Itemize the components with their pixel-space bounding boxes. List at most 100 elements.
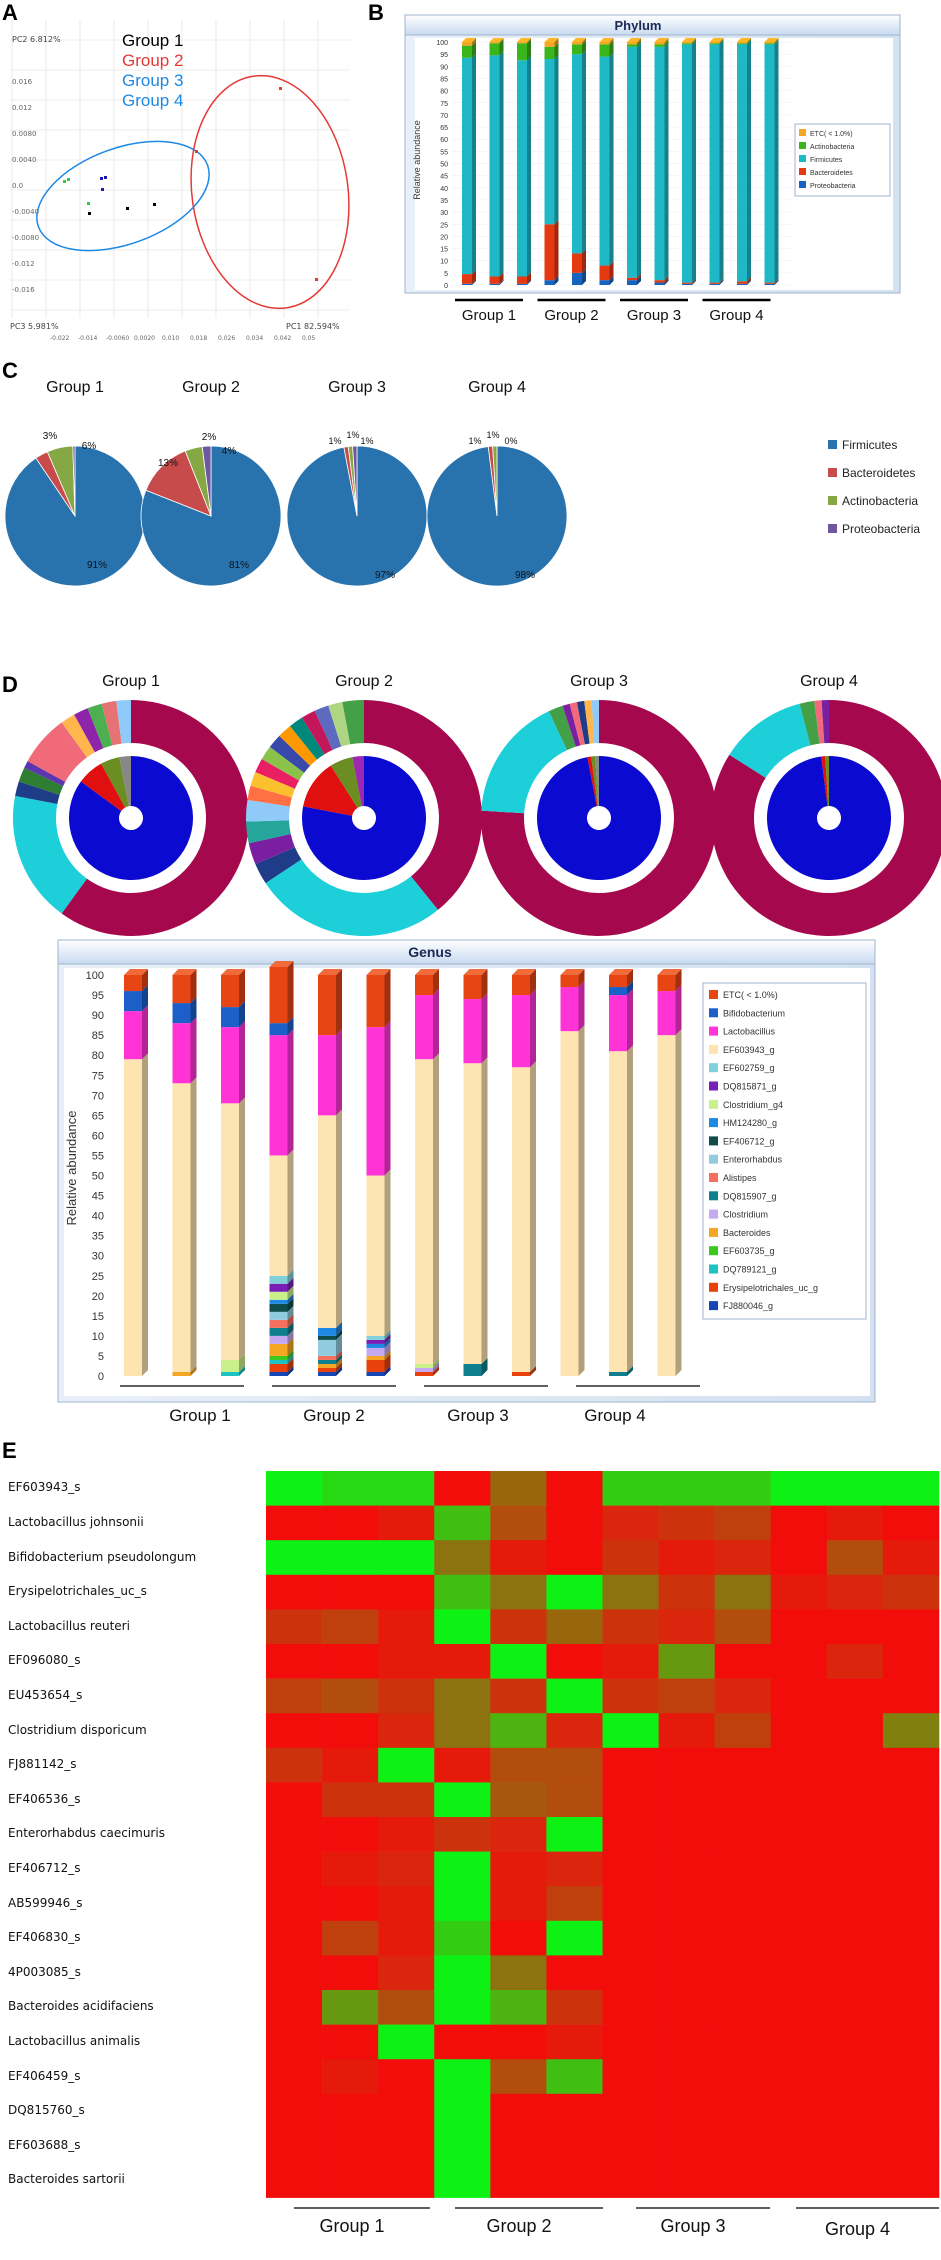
genus-legend-swatch	[709, 1246, 718, 1256]
heatmap-cell	[714, 1747, 772, 1783]
heatmap-cell	[266, 1990, 323, 2025]
phylum-bar-side	[774, 39, 779, 45]
heatmap-cell	[770, 1505, 828, 1541]
phylum-bar-side	[527, 38, 531, 44]
genus-bar-side	[142, 1053, 148, 1376]
heatmap-cell	[378, 1955, 435, 1991]
heatmap-cell	[658, 1574, 715, 1610]
phylum-y-tick: 20	[440, 234, 448, 241]
phylum-bar-segment	[654, 42, 665, 45]
genus-bar-side	[142, 969, 148, 992]
pie-title: Group 1	[46, 379, 104, 396]
heatmap-cell	[266, 1747, 323, 1783]
heatmap-cell	[322, 1990, 379, 2025]
phylum-bar-side	[554, 55, 559, 225]
phylum-bar-segment	[462, 283, 472, 285]
heatmap-cell	[266, 1886, 323, 1922]
heatmap-cell	[714, 2128, 772, 2164]
heatmap-cell	[266, 1471, 323, 1506]
phylum-bar-side	[774, 278, 779, 284]
phylum-bar-side	[472, 279, 476, 285]
point-group-4	[104, 176, 107, 179]
heatmap-cell	[434, 1609, 491, 1645]
heatmap-cell	[770, 1886, 828, 1922]
phylum-bar-side	[499, 272, 504, 284]
heatmap-cell	[882, 2093, 940, 2129]
phylum-bar-side	[609, 40, 614, 57]
genus-bar-side	[287, 1353, 294, 1364]
pie-legend-label: Bacteroidetes	[842, 466, 915, 480]
phylum-bar-segment	[654, 282, 665, 285]
phylum-bar-top	[572, 38, 586, 42]
pc3-axis-label: PC3 5.981%	[10, 322, 59, 331]
heatmap-cell	[882, 1574, 940, 1610]
phylum-bar-segment	[627, 44, 637, 47]
phylum-bar-top	[764, 38, 779, 42]
heatmap-cell	[434, 1851, 491, 1887]
heatmap-cell	[378, 1782, 435, 1818]
genus-y-tick: 10	[92, 1331, 104, 1343]
heatmap-cell	[770, 1990, 828, 2025]
genus-bar-side	[433, 1357, 439, 1368]
phylum-bar-segment	[599, 42, 610, 45]
heatmap-cell	[882, 1678, 940, 1714]
donut-title: Group 2	[335, 673, 393, 690]
genus-bar-side	[336, 1361, 342, 1372]
heatmap-cell	[546, 2024, 603, 2060]
pcoa-y-tick: 0.0	[12, 182, 23, 190]
point-group-4	[100, 177, 103, 180]
genus-bar-side	[481, 969, 488, 1000]
heatmap-cell	[602, 1713, 659, 1749]
genus-legend-swatch	[709, 1008, 718, 1018]
heatmap-cell	[378, 1540, 435, 1576]
donut-title: Group 1	[102, 673, 160, 690]
heatmap-cell	[658, 1920, 715, 1956]
phylum-bar-segment	[544, 59, 555, 225]
genus-bar-segment	[269, 1035, 288, 1156]
heatmap-cell	[658, 2093, 715, 2129]
genus-bar-side	[433, 1365, 439, 1376]
pcoa-y-tick: -0.0040	[12, 208, 39, 216]
genus-legend-label: HM124280_g	[723, 1118, 777, 1128]
phylum-y-tick: 0	[444, 283, 448, 290]
pie-value-label: 98%	[515, 570, 535, 581]
pcoa-x-tick: 0.018	[190, 335, 207, 342]
heatmap-cell	[378, 2163, 435, 2198]
genus-y-tick: 55	[92, 1150, 104, 1162]
genus-bar-segment	[269, 1371, 288, 1376]
phylum-bar-segment	[462, 42, 472, 46]
genus-bar-segment	[124, 975, 142, 992]
donut-outer-segment	[255, 847, 302, 884]
heatmap-cell	[602, 2024, 659, 2060]
heatmap-cell	[434, 1574, 491, 1610]
pcoa-x-tick: 0.042	[274, 335, 291, 342]
phylum-bar-side	[747, 38, 751, 44]
pcoa-plot: PC2 6.812% PC1 82.594% PC3 5.981% 0.016 0…	[10, 20, 350, 342]
genus-bar-segment	[318, 1371, 336, 1376]
heatmap-cell	[770, 1540, 828, 1576]
phylum-legend-swatch	[799, 142, 806, 149]
phylum-bar-side	[719, 278, 724, 284]
phylum-bar-side	[582, 268, 586, 285]
heatmap-cell	[434, 1817, 491, 1852]
heatmap-cell	[770, 1678, 828, 1714]
phylum-bar-side	[747, 277, 751, 284]
phylum-bar-side	[554, 276, 559, 285]
phylum-y-tick: 65	[440, 125, 448, 132]
phylum-bar-segment	[627, 42, 637, 45]
pie-legend-swatch	[828, 468, 837, 477]
genus-bar-side	[287, 1293, 294, 1304]
pie-legend-label: Proteobacteria	[842, 522, 920, 536]
phylum-bar-segment	[572, 272, 582, 285]
donut-outer-segment	[18, 767, 64, 795]
heatmap-cell	[826, 1782, 884, 1818]
genus-bar-side	[239, 1365, 245, 1376]
heatmap-cell	[714, 1540, 772, 1576]
heatmap-cell	[434, 1955, 491, 1991]
heatmap-cell	[770, 1713, 828, 1749]
heatmap-cell	[826, 1955, 884, 1991]
donut-outer-segment	[12, 795, 87, 914]
pie-slice	[492, 445, 498, 517]
genus-bar-side	[384, 1365, 391, 1376]
genus-bar-side	[530, 1365, 536, 1376]
